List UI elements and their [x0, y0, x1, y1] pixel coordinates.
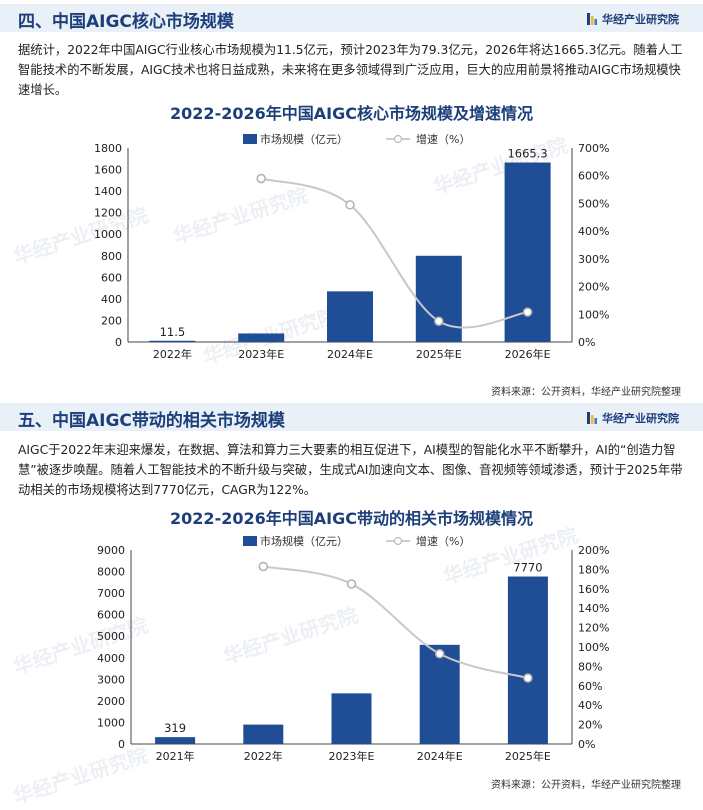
source-note: 资料来源：公开资料，华经产业研究院整理: [491, 387, 681, 398]
bar: [238, 333, 285, 342]
y-tick-left: 600: [101, 271, 122, 284]
legend-marker-line: [393, 134, 403, 144]
data-label: 1665.3: [507, 147, 547, 161]
growth-point: [258, 561, 269, 572]
legend-swatch-bar: [243, 134, 257, 144]
growth-line: [260, 177, 528, 329]
chart-title: 2022-2026年中国AIGC带动的相关市场规模情况: [170, 509, 533, 528]
y-tick-right: 100%: [578, 308, 609, 321]
y-tick-left: 6000: [97, 609, 125, 622]
x-tick-label: 2023年E: [238, 347, 284, 361]
y-tick-right: 60%: [578, 680, 602, 693]
legend-label-line: 增速（%）: [416, 132, 470, 146]
data-label: 319: [164, 721, 186, 735]
bar: [243, 724, 284, 744]
y-tick-right: 0%: [578, 336, 595, 349]
data-label: 11.5: [160, 325, 186, 339]
x-tick-label: 2022年: [244, 749, 283, 763]
section-title: 五、中国AIGC带动的相关市场规模: [18, 411, 285, 431]
y-tick-left: 1400: [94, 185, 122, 198]
y-tick-right: 400%: [578, 225, 609, 238]
y-tick-right: 120%: [578, 622, 609, 635]
growth-point: [434, 649, 445, 659]
bar: [327, 291, 373, 342]
y-tick-right: 600%: [578, 170, 609, 183]
x-tick-label: 2026年E: [505, 347, 551, 361]
y-tick-right: 200%: [578, 544, 609, 557]
source-note: 资料来源：公开资料，华经产业研究院整理: [491, 780, 681, 791]
y-tick-left: 0: [118, 738, 125, 751]
brand-logo-icon: [587, 412, 597, 424]
y-tick-left: 8000: [97, 566, 125, 579]
y-tick-left: 200: [101, 314, 122, 327]
y-tick-right: 200%: [578, 281, 609, 294]
bar: [155, 737, 196, 744]
y-tick-right: 180%: [578, 563, 609, 576]
section-paragraph: 据统计，2022年中国AIGC行业核心市场规模为11.5亿元，预计2023年为7…: [18, 43, 683, 97]
y-tick-left: 400: [101, 293, 122, 306]
y-tick-right: 160%: [578, 583, 609, 596]
y-tick-left: 0: [115, 336, 122, 349]
legend-label-bar: 市场规模（亿元）: [260, 132, 348, 146]
data-label: 7770: [513, 561, 542, 575]
y-tick-left: 1200: [94, 207, 122, 220]
legend-label-bar: 市场规模（亿元）: [260, 534, 348, 548]
growth-point: [434, 316, 444, 326]
brand-label: 华经产业研究院: [587, 410, 679, 426]
y-tick-left: 7000: [97, 587, 125, 600]
section-title: 四、中国AIGC核心市场规模: [18, 12, 234, 32]
y-tick-right: 80%: [578, 660, 602, 673]
x-tick-label: 2024年E: [417, 749, 463, 763]
y-tick-right: 100%: [578, 641, 609, 654]
y-tick-left: 1000: [94, 228, 122, 241]
growth-point: [522, 307, 533, 317]
y-tick-right: 300%: [578, 253, 609, 266]
x-tick-label: 2022年: [153, 347, 192, 361]
x-tick-label: 2025年E: [505, 749, 551, 763]
bar: [419, 644, 460, 744]
x-tick-label: 2023年E: [329, 749, 375, 763]
y-tick-right: 500%: [578, 197, 609, 210]
x-tick-label: 2025年E: [416, 347, 462, 361]
legend-label-line: 增速（%）: [416, 534, 470, 548]
brand-logo-icon: [587, 13, 597, 25]
chart-core-market: 市场规模（亿元） 增速（%） 0 200 400 600 800 1000 1200 1400 16…: [94, 132, 609, 361]
y-tick-left: 5000: [97, 630, 125, 643]
y-tick-right: 0%: [578, 738, 595, 751]
y-tick-right: 20%: [578, 719, 602, 732]
y-tick-right: 700%: [578, 142, 609, 155]
y-tick-right: 40%: [578, 699, 602, 712]
bar: [415, 255, 462, 342]
x-tick-label: 2024年E: [327, 347, 373, 361]
y-tick-left: 3000: [97, 673, 125, 686]
x-tick-label: 2021年: [156, 749, 195, 763]
bar: [507, 576, 548, 744]
growth-point: [256, 173, 266, 184]
section-header: 五、中国AIGC带动的相关市场规模 华经产业研究院: [0, 403, 703, 431]
y-tick-left: 1800: [94, 142, 122, 155]
growth-line: [263, 565, 529, 680]
bar: [331, 693, 372, 744]
y-tick-right: 140%: [578, 602, 609, 615]
growth-point: [346, 579, 357, 589]
brand-label: 华经产业研究院: [587, 11, 679, 27]
legend-marker-line: [393, 536, 403, 546]
y-tick-left: 800: [101, 250, 122, 263]
y-tick-left: 2000: [97, 695, 125, 708]
y-tick-left: 9000: [97, 544, 125, 557]
y-tick-left: 1600: [94, 164, 122, 177]
chart-related-market: 市场规模（亿元） 增速（%） 0 1000 2000 3000 4000 5000 6000 70…: [97, 534, 609, 763]
legend-swatch-bar: [243, 536, 257, 546]
growth-point: [523, 673, 533, 683]
bar: [149, 340, 196, 342]
brand-name: 华经产业研究院: [602, 13, 679, 26]
brand-name: 华经产业研究院: [602, 412, 679, 425]
y-tick-left: 1000: [97, 716, 125, 729]
section-header: 四、中国AIGC核心市场规模 华经产业研究院: [0, 4, 703, 32]
section-paragraph: AIGC于2022年末迎来爆发，在数据、算法和算力三大要素的相互促进下，AI模型…: [18, 443, 683, 497]
chart-title: 2022-2026年中国AIGC核心市场规模及增速情况: [170, 104, 533, 123]
y-tick-left: 4000: [97, 652, 125, 665]
growth-point: [345, 200, 355, 210]
